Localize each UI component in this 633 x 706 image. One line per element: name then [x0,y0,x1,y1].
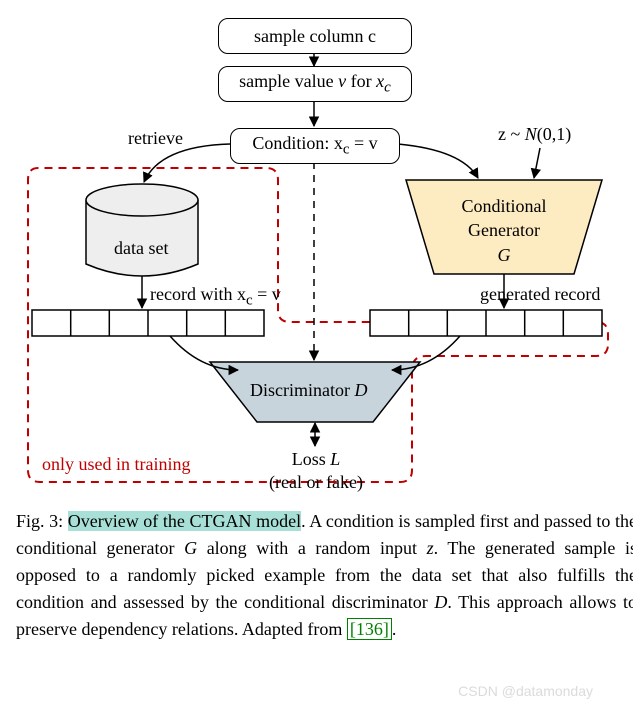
sample-value-label: sample value v for xc [239,71,391,97]
edge-cond-to-gen [398,144,478,178]
tape-left [32,310,264,336]
retrieve-label: retrieve [128,128,183,149]
dataset-label: data set [114,238,168,259]
record-left-label: record with xc = v [150,284,281,310]
caption-prefix: Fig. 3: [16,511,68,531]
sample-column-label: sample column c [254,26,376,47]
noise-label: z ~ N(0,1) [498,124,571,145]
record-right-label: generated record [480,284,600,305]
loss-label: Loss L(real or fake) [266,448,366,493]
discriminator-label: Discriminator D [250,380,367,401]
caption-suffix: . [392,619,397,639]
figure-caption: Fig. 3: Overview of the CTGAN model. A c… [10,508,633,643]
ctgan-diagram: sample column c sample value v for xc Co… [10,10,623,500]
edge-cond-to-dataset [144,144,230,182]
caption-ref: [136] [347,618,392,640]
sample-value-node: sample value v for xc [218,66,412,102]
generator-label: ConditionalGeneratorG [454,194,554,267]
edge-noise-to-gen [534,148,540,178]
training-only-label: only used in training [42,454,190,475]
watermark: CSDN @datamonday [458,681,593,702]
condition-node: Condition: xc = v [230,128,400,164]
condition-label: Condition: xc = v [252,133,377,159]
dataset-cylinder [86,184,198,276]
sample-column-node: sample column c [218,18,412,54]
caption-highlight: Overview of the CTGAN model [68,511,301,531]
tape-right [370,310,602,336]
